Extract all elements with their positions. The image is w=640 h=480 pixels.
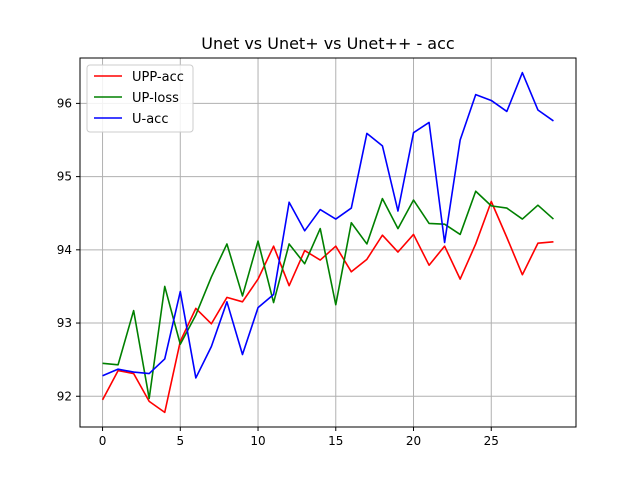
y-tick-label: 93	[57, 316, 72, 330]
x-tick-label: 0	[99, 434, 107, 448]
chart-title: Unet vs Unet+ vs Unet++ - acc	[201, 34, 454, 53]
series-line-upp-acc	[101, 200, 554, 414]
series-line-u-acc	[102, 71, 554, 379]
y-tick-label: 94	[57, 243, 72, 257]
series-line-up-loss	[102, 190, 554, 400]
legend: UPP-acc UP-loss U-acc	[86, 64, 194, 133]
legend-label-u-acc: U-acc	[132, 112, 168, 127]
legend-box	[86, 64, 194, 133]
legend-label-up-loss: UP-loss	[132, 91, 179, 106]
y-tick-label: 96	[57, 96, 72, 110]
plot-frame	[79, 57, 577, 428]
x-tick-label: 5	[176, 434, 184, 448]
x-tick-label: 10	[250, 434, 265, 448]
y-tick-label: 95	[57, 170, 72, 184]
x-tick-label: 15	[328, 434, 343, 448]
y-axis-ticks: 92 93 94 95 96	[57, 96, 80, 403]
x-tick-label: 25	[484, 434, 499, 448]
x-axis-ticks: 0 5 10 15 20 25	[99, 427, 499, 448]
x-tick-label: 20	[406, 434, 421, 448]
y-tick-label: 92	[57, 389, 72, 403]
series-lines	[101, 71, 554, 414]
legend-label-upp-acc: UPP-acc	[132, 70, 184, 85]
